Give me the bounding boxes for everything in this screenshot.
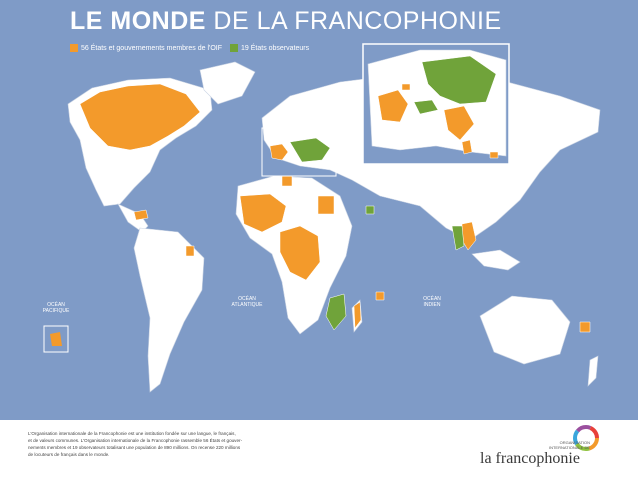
comoros-member-shape xyxy=(375,291,385,301)
footer-line-3: nements membres et 19 observateurs total… xyxy=(28,445,241,450)
title-rest-part: DE LA FRANCOPHONIE xyxy=(205,7,502,35)
vanuatu-member-shape xyxy=(579,321,591,333)
world-map: LE MONDE DE LA FRANCOPHONIE 56 États et … xyxy=(0,0,638,420)
footer: L'Organisation internationale de la Fran… xyxy=(0,420,638,478)
member-legend-label: 56 États et gouvernements membres de l'O… xyxy=(81,44,223,52)
guyane-member-shape xyxy=(185,245,195,257)
atlantic-label-line1: OCÉAN xyxy=(238,296,256,302)
logo-wordmark: la francophonie xyxy=(480,450,580,467)
pacific-label-line1: OCÉAN xyxy=(47,302,65,308)
pacific-label-line2: PACIFIQUE xyxy=(42,308,70,314)
francophonie-logo-icon xyxy=(573,425,599,451)
observer-swatch xyxy=(230,44,239,52)
indian-label-line1: OCÉAN xyxy=(423,296,441,302)
inset-eastern-europe-observer-shape xyxy=(421,55,497,105)
footer-line-1: L'Organisation internationale de la Fran… xyxy=(28,431,236,436)
caribbean-member-shape xyxy=(133,209,149,221)
member-swatch xyxy=(70,44,78,52)
thailand-observer-shape xyxy=(451,225,465,251)
atlantic-ocean-label: OCÉAN ATLANTIQUE xyxy=(222,296,272,308)
logo-small-line-2: INTERNATIONALE DE xyxy=(548,445,590,450)
canada-member-shape xyxy=(79,83,201,151)
central-europe-observer-shape xyxy=(289,137,331,163)
inset-belgium-member-shape xyxy=(401,83,411,91)
logo-org-name: ORGANISATION INTERNATIONALE DE xyxy=(520,440,590,450)
australia-shape xyxy=(479,295,571,365)
europe-zoom-inset xyxy=(362,43,510,165)
inset-france-member-shape xyxy=(377,89,409,123)
inset-balkans-member-shape xyxy=(443,105,475,141)
mozambique-observer-shape xyxy=(325,293,347,331)
tunisia-member-shape xyxy=(281,175,293,187)
south-america-shape xyxy=(133,227,205,393)
france-member-shape xyxy=(269,143,289,161)
pacific-inset-box xyxy=(43,325,69,353)
pacific-ocean-label: OCÉAN PACIFIQUE xyxy=(36,302,76,314)
footer-line-2: et de valeurs communes. L'Organisation i… xyxy=(28,438,243,443)
footer-description: L'Organisation internationale de la Fran… xyxy=(28,430,348,458)
indian-ocean-label: OCÉAN INDIEN xyxy=(412,296,452,308)
observer-legend-label: 19 États observateurs xyxy=(241,44,310,52)
map-drawing xyxy=(43,43,601,393)
inset-austria-observer-shape xyxy=(413,99,439,115)
new-zealand-shape xyxy=(587,355,599,387)
greenland-shape xyxy=(199,61,256,105)
egypt-member-shape xyxy=(317,195,335,215)
central-africa-member-shape xyxy=(279,225,321,281)
madagascar-member-shape xyxy=(353,301,362,329)
southeast-asia-islands-shape xyxy=(471,249,521,271)
atlantic-label-line2: ATLANTIQUE xyxy=(231,302,263,308)
gulf-observer-shape xyxy=(365,205,375,215)
map-legend: 56 États et gouvernements membres de l'O… xyxy=(70,44,309,52)
inset-greece-member-shape xyxy=(461,139,473,155)
title-bold-part: LE MONDE xyxy=(70,7,206,35)
indian-label-line2: INDIEN xyxy=(423,302,441,308)
logo-small-line-1: ORGANISATION xyxy=(559,440,590,445)
pacific-inset-islands xyxy=(50,332,62,346)
inset-cyprus-member-shape xyxy=(489,151,499,159)
footer-line-4: de locuteurs de français dans le monde. xyxy=(28,452,110,457)
map-title: LE MONDE DE LA FRANCOPHONIE xyxy=(70,7,502,36)
west-africa-member-shape xyxy=(239,193,287,233)
europe-highlight-frame xyxy=(261,127,337,177)
